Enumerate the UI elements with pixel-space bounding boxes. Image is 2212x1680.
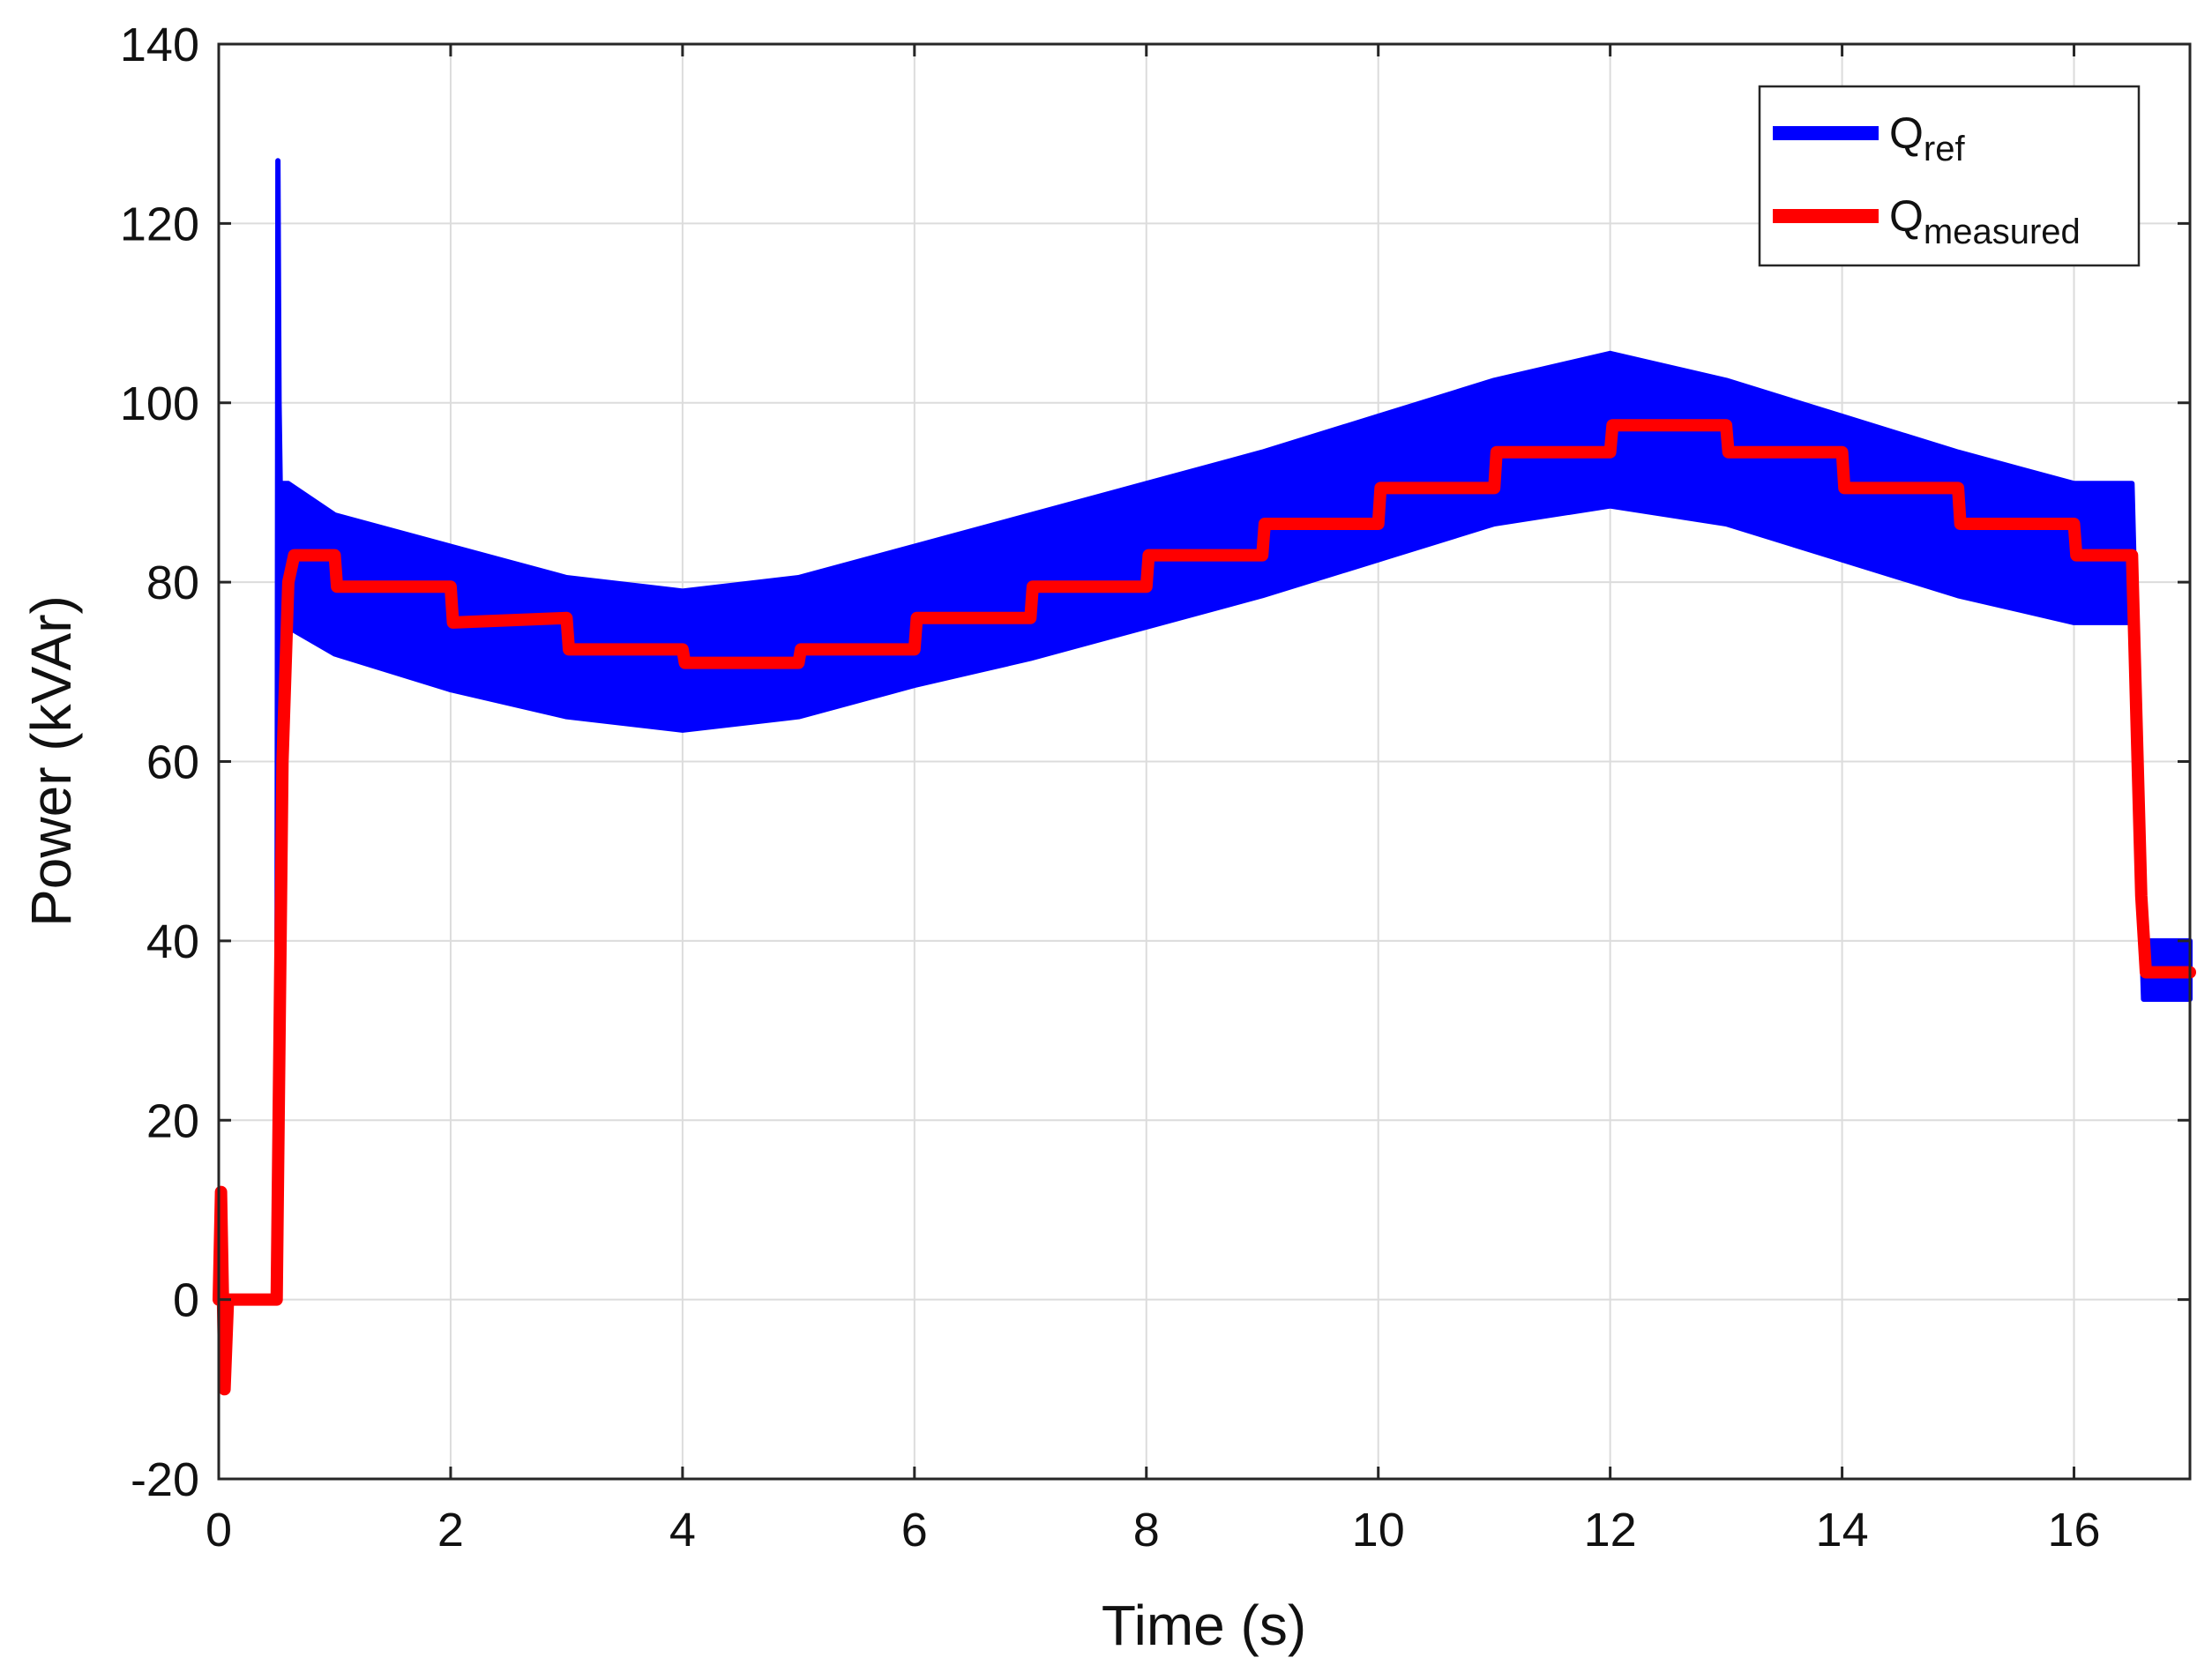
y-tick-label: 40 bbox=[146, 915, 199, 968]
x-tick-label: 2 bbox=[437, 1504, 464, 1557]
y-tick-label: 80 bbox=[146, 556, 199, 609]
legend-label-q-ref-sub: ref bbox=[1924, 130, 1966, 168]
legend-label-q-measured: Qmeasured bbox=[1889, 191, 2081, 251]
y-axis-label: Power (kVAr) bbox=[19, 595, 83, 927]
x-tick-label: 6 bbox=[901, 1504, 928, 1557]
y-tick-label: 140 bbox=[120, 19, 199, 71]
series-q-measured-line bbox=[213, 419, 2196, 1396]
y-tick-label: 120 bbox=[120, 198, 199, 250]
legend-label-q-measured-sub: measured bbox=[1924, 213, 2081, 251]
x-tick-label: 16 bbox=[2047, 1504, 2100, 1557]
x-axis-label: Time (s) bbox=[1102, 1594, 1306, 1657]
legend: Qref Qmeasured bbox=[1758, 85, 2141, 267]
x-tick-label: 12 bbox=[1584, 1504, 1637, 1557]
y-tick-label: 60 bbox=[146, 736, 199, 789]
legend-label-q-ref: Qref bbox=[1889, 108, 1965, 168]
x-tick-label: 10 bbox=[1352, 1504, 1405, 1557]
legend-label-q-measured-main: Q bbox=[1889, 191, 1924, 241]
y-tick-label: 20 bbox=[146, 1094, 199, 1147]
legend-box bbox=[1758, 85, 2141, 267]
x-tick-label: 0 bbox=[206, 1504, 232, 1557]
y-tick-label: 100 bbox=[120, 377, 199, 430]
y-tick-label: -20 bbox=[131, 1453, 199, 1506]
x-tick-label: 8 bbox=[1133, 1504, 1160, 1557]
legend-label-q-ref-main: Q bbox=[1889, 108, 1924, 158]
x-tick-label: 4 bbox=[669, 1504, 696, 1557]
x-tick-label: 14 bbox=[1816, 1504, 1869, 1557]
y-tick-label: 0 bbox=[173, 1274, 199, 1327]
